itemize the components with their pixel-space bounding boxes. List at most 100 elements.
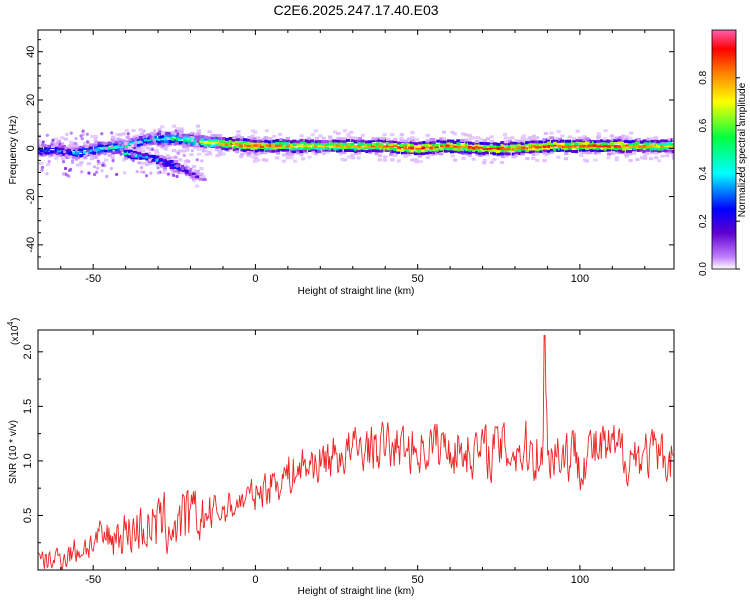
heatmap-cell xyxy=(482,159,488,163)
heatmap-cell xyxy=(656,144,661,148)
spectrogram-x-label: Height of straight line (km) xyxy=(298,286,415,297)
heatmap-cell xyxy=(606,148,611,152)
heatmap-cell xyxy=(452,132,457,136)
heatmap-cell xyxy=(482,148,487,152)
heatmap-cell xyxy=(63,137,69,141)
heatmap-cell xyxy=(353,140,358,144)
heatmap-cell xyxy=(85,147,91,151)
heatmap-cell xyxy=(382,158,388,162)
heatmap-cell xyxy=(243,143,249,147)
heatmap-cell xyxy=(489,146,494,150)
heatmap-cell xyxy=(504,149,509,153)
heatmap-cell xyxy=(485,153,490,157)
heatmap-cell xyxy=(338,152,343,156)
heatmap-speckle xyxy=(47,159,51,164)
heatmap-cell xyxy=(111,151,116,155)
heatmap-speckle xyxy=(135,170,139,174)
heatmap-cell xyxy=(153,139,159,143)
heatmap-cell xyxy=(614,156,620,160)
heatmap-cell xyxy=(224,137,229,141)
snr-panel: -50 0 50 100 0.5 1.0 1.5 2.0 Height of straigh… xyxy=(6,318,675,597)
heatmap-cell xyxy=(504,154,509,158)
heatmap-speckle xyxy=(166,172,171,176)
heatmap-cell xyxy=(68,143,73,147)
heatmap-cell xyxy=(162,156,168,160)
heatmap-cell xyxy=(417,146,422,150)
heatmap-cell xyxy=(210,144,215,148)
heatmap-cell xyxy=(588,150,593,154)
heatmap-cell xyxy=(103,149,108,153)
heatmap-cell xyxy=(506,152,511,156)
heatmap-cell xyxy=(204,149,209,153)
heatmap-cell xyxy=(118,145,123,149)
heatmap-cell xyxy=(603,144,608,148)
heatmap-cell xyxy=(421,146,426,150)
heatmap-cell xyxy=(243,138,248,142)
heatmap-cell xyxy=(174,132,180,136)
heatmap-cell xyxy=(125,144,130,148)
heatmap-cell xyxy=(428,143,433,147)
heatmap-cell xyxy=(54,156,59,160)
heatmap-cell xyxy=(553,143,558,147)
heatmap-cell xyxy=(556,148,561,152)
heatmap-cell xyxy=(195,176,200,180)
heatmap-cell xyxy=(314,137,320,141)
heatmap-cell xyxy=(392,142,397,146)
heatmap-cell xyxy=(108,148,113,152)
heatmap-cell xyxy=(182,138,188,142)
heatmap-cell xyxy=(278,146,283,150)
heatmap-cell xyxy=(177,168,182,172)
heatmap-cell xyxy=(185,145,190,149)
heatmap-cell xyxy=(561,142,566,146)
heatmap-cell xyxy=(321,152,327,156)
heatmap-cell xyxy=(543,131,548,135)
heatmap-cell xyxy=(585,151,590,155)
heatmap-cell xyxy=(600,139,605,143)
heatmap-cell xyxy=(131,150,136,154)
heatmap-cell xyxy=(175,137,180,141)
heatmap-cell xyxy=(297,146,302,150)
heatmap-cell xyxy=(500,141,505,145)
heatmap-cell xyxy=(299,144,304,148)
heatmap-cell xyxy=(503,136,508,140)
heatmap-cell xyxy=(613,139,618,143)
heatmap-cell xyxy=(517,139,522,143)
heatmap-cell xyxy=(636,137,641,141)
heatmap-cell xyxy=(618,149,623,153)
heatmap-cell xyxy=(229,139,234,143)
heatmap-cell xyxy=(646,139,651,143)
heatmap-cell xyxy=(186,133,191,137)
heatmap-cell xyxy=(190,143,195,147)
heatmap-cell xyxy=(166,163,172,167)
heatmap-cell xyxy=(74,144,79,148)
heatmap-cell xyxy=(589,146,595,150)
heatmap-cell xyxy=(304,139,309,143)
heatmap-cell xyxy=(527,147,533,151)
heatmap-cell xyxy=(542,138,547,142)
heatmap-cell xyxy=(492,152,497,156)
heatmap-cell xyxy=(145,157,150,161)
heatmap-cell xyxy=(527,143,532,147)
heatmap-cell xyxy=(425,151,430,155)
heatmap-cell xyxy=(263,151,268,155)
heatmap-cell xyxy=(285,139,290,143)
heatmap-cell xyxy=(663,146,669,150)
snr-series-line xyxy=(38,335,674,570)
heatmap-cell xyxy=(159,164,165,168)
heatmap-cell xyxy=(374,152,379,156)
heatmap-cell xyxy=(478,137,483,141)
heatmap-cell xyxy=(160,125,165,129)
heatmap-cell xyxy=(514,147,520,151)
heatmap-cell xyxy=(214,148,219,152)
heatmap-cell xyxy=(335,144,340,148)
heatmap-cell xyxy=(546,136,551,140)
heatmap-cell xyxy=(424,143,429,147)
heatmap-cell xyxy=(363,145,369,149)
heatmap-cell xyxy=(550,146,555,150)
heatmap-cell xyxy=(64,146,69,150)
heatmap-cell xyxy=(115,150,120,154)
heatmap-cell xyxy=(191,168,196,172)
heatmap-cell xyxy=(546,149,551,153)
heatmap-cell xyxy=(472,148,477,152)
heatmap-cell xyxy=(72,152,77,156)
